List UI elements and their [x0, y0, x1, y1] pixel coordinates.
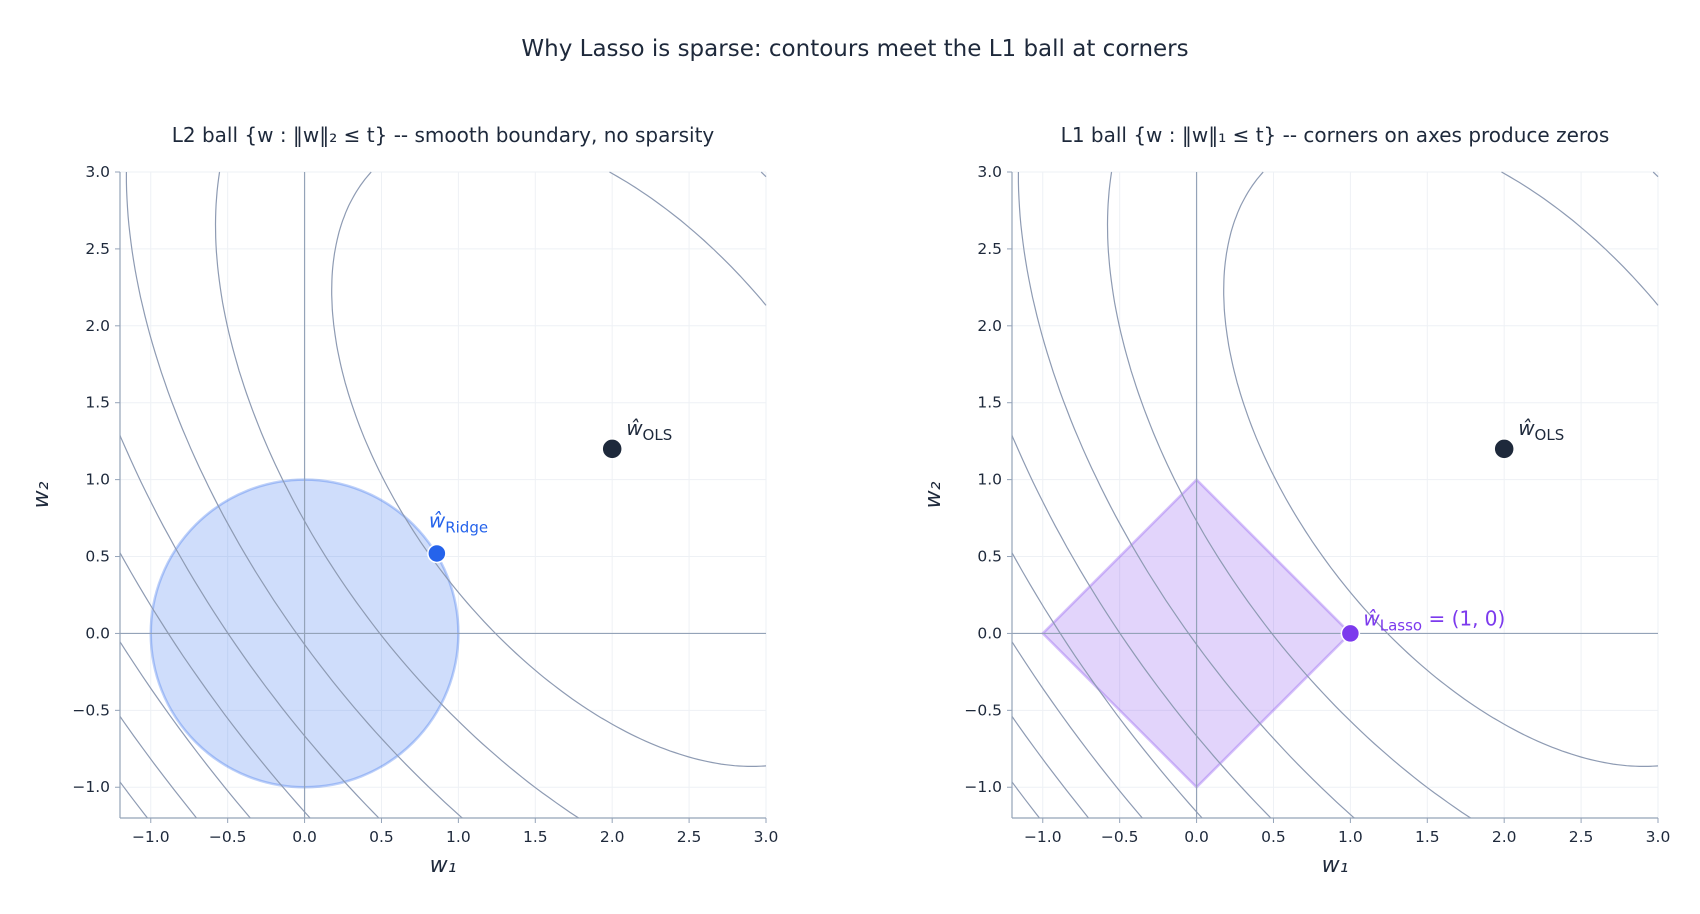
lasso-annotation: ŵLasso = (1, 0)	[1363, 606, 1505, 634]
x-tick-label: 3.0	[1646, 828, 1671, 846]
y-tick-label: 2.5	[85, 240, 110, 258]
loss-contour-line	[1011, 435, 1272, 819]
x-tick-label: 3.0	[754, 828, 779, 846]
loss-contour-line	[119, 435, 380, 819]
y-tick-label: 1.0	[977, 471, 1002, 489]
annotation-subscript: OLS	[643, 426, 673, 444]
x-tick-label: −0.5	[209, 828, 247, 846]
loss-contour-line	[119, 641, 251, 819]
y-tick-label: 0.5	[977, 548, 1002, 566]
y-tick-label: 2.0	[85, 317, 110, 335]
x-axis-label: w₁	[1322, 853, 1349, 878]
annotation-symbol: ŵ	[626, 416, 643, 440]
y-tick-label: −1.0	[72, 778, 110, 796]
loss-contour-line	[331, 171, 767, 767]
x-tick-label: 2.5	[677, 828, 702, 846]
plot-area	[1011, 171, 1659, 819]
x-tick-label: 1.0	[446, 828, 471, 846]
x-tick-label: 0.5	[369, 828, 394, 846]
loss-contour-line	[119, 781, 148, 819]
loss-contour-line	[1017, 172, 1355, 819]
x-tick-label: −1.0	[1024, 828, 1062, 846]
annotation-symbol: ŵ	[1363, 606, 1380, 630]
y-tick-label: 1.0	[85, 471, 110, 489]
annotation-symbol: ŵ	[1518, 416, 1535, 440]
annotation-subscript: Lasso	[1380, 616, 1422, 634]
loss-contour-line	[119, 716, 198, 819]
x-tick-label: 1.5	[523, 828, 548, 846]
y-tick-label: 0.5	[85, 548, 110, 566]
loss-contour-line	[119, 552, 311, 819]
loss-contour-line	[1106, 171, 1659, 819]
y-tick-label: −1.0	[964, 778, 1002, 796]
ridge-point	[427, 543, 447, 564]
loss-contour-line	[1011, 716, 1090, 819]
loss-contour-line	[214, 171, 767, 819]
figure-suptitle: Why Lasso is sparse: contours meet the L…	[521, 36, 1188, 62]
x-axis-label: w₁	[430, 853, 457, 878]
y-tick-label: 2.0	[977, 317, 1002, 335]
x-tick-label: 0.0	[292, 828, 317, 846]
ols-point	[601, 438, 623, 460]
right-subplot-title: L1 ball {w : ‖w‖₁ ≤ t} -- corners on axe…	[1061, 123, 1610, 147]
plot-area	[119, 171, 767, 819]
ols-annotation: ŵOLS	[626, 416, 672, 444]
x-tick-label: 2.0	[1492, 828, 1517, 846]
y-tick-label: 2.5	[977, 240, 1002, 258]
annotation-subscript: OLS	[1535, 426, 1565, 444]
y-tick-label: 1.5	[977, 394, 1002, 412]
annotation-symbol: ŵ	[429, 508, 446, 532]
ols-annotation: ŵOLS	[1518, 416, 1564, 444]
x-tick-label: 1.5	[1415, 828, 1440, 846]
loss-contour-line	[1011, 552, 1203, 819]
ols-point	[1493, 438, 1515, 460]
x-tick-label: 1.0	[1338, 828, 1363, 846]
y-tick-label: 3.0	[85, 163, 110, 181]
y-tick-label: 1.5	[85, 394, 110, 412]
y-axis-label: w₂	[29, 481, 54, 508]
x-tick-label: 2.0	[600, 828, 625, 846]
y-tick-label: 3.0	[977, 163, 1002, 181]
x-tick-label: 0.5	[1261, 828, 1286, 846]
y-tick-label: −0.5	[72, 701, 110, 719]
loss-contour-line	[125, 172, 463, 819]
x-tick-label: −0.5	[1101, 828, 1139, 846]
loss-contour-line	[1223, 171, 1659, 767]
loss-contour-line	[1011, 641, 1143, 819]
x-tick-label: 2.5	[1569, 828, 1594, 846]
annotation-value: = (1, 0)	[1422, 606, 1505, 630]
x-tick-label: −1.0	[132, 828, 170, 846]
y-axis-label: w₂	[921, 481, 946, 508]
ridge-annotation: ŵRidge	[429, 508, 488, 536]
loss-contour-line	[1011, 781, 1040, 819]
y-tick-label: 0.0	[977, 624, 1002, 642]
annotation-subscript: Ridge	[445, 518, 488, 536]
lasso-point	[1340, 623, 1361, 644]
left-subplot-title: L2 ball {w : ‖w‖₂ ≤ t} -- smooth boundar…	[172, 123, 715, 147]
l2-ball-subplot: −1.0 −0.5 0.0 0.5 1.0 1.5 2.0 2.5 3.0 −1.0 −0.5 0.0…	[29, 163, 778, 878]
x-tick-label: 0.0	[1184, 828, 1209, 846]
y-tick-label: −0.5	[964, 701, 1002, 719]
l1-ball-subplot: −1.0 −0.5 0.0 0.5 1.0 1.5 2.0 2.5 3.0 −1.0 −0.5 0.0…	[921, 163, 1670, 878]
y-tick-label: 0.0	[85, 624, 110, 642]
